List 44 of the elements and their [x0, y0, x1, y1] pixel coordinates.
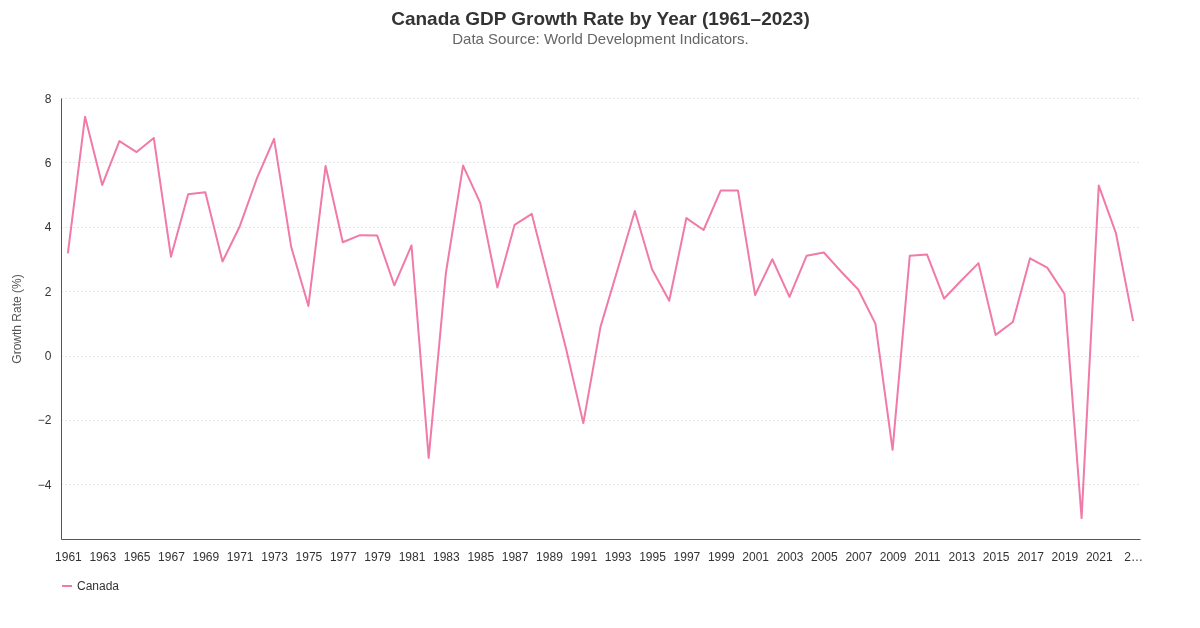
y-tick-label: 4: [44, 220, 52, 235]
x-tick-label: 1991: [570, 549, 598, 564]
line-series: [66, 115, 1135, 520]
x-tick-label: 2003: [776, 549, 804, 564]
chart-subtitle: Data Source: World Development Indicators.: [452, 30, 749, 47]
x-tick-label: 1965: [123, 549, 151, 564]
x-tick-label: 1999: [707, 549, 735, 564]
legend-label: Canada: [77, 579, 120, 593]
x-tick-label: 1969: [192, 549, 220, 564]
x-tick-label: 2…: [1124, 549, 1143, 564]
x-tick-label: 1985: [467, 549, 495, 564]
chart-title: Canada GDP Growth Rate by Year (1961–2023): [391, 8, 810, 29]
x-tick-label: 2009: [879, 549, 907, 564]
y-tick-label: 6: [44, 155, 52, 170]
y-axis-title: Growth Rate (%): [9, 274, 24, 364]
x-tick-label: 1997: [673, 549, 701, 564]
x-tick-label: 1979: [364, 549, 392, 564]
y-tick-label: 8: [44, 91, 52, 106]
x-tick-label: 1993: [604, 549, 632, 564]
x-tick-label: 1967: [158, 549, 186, 564]
x-tick-label: 2007: [845, 549, 873, 564]
x-tick-label: 2019: [1051, 549, 1079, 564]
x-tick-label: 2021: [1085, 549, 1113, 564]
x-tick-label: 2013: [948, 549, 976, 564]
y-tick-label: −4: [37, 477, 52, 492]
x-tick-label: 1989: [536, 549, 564, 564]
x-tick-label: 1981: [398, 549, 426, 564]
x-tick-label: 1983: [433, 549, 461, 564]
x-tick-label: 2015: [982, 549, 1010, 564]
y-tick-label: 0: [44, 349, 52, 364]
x-tick-label: 1995: [639, 549, 667, 564]
x-tick-label: 1961: [55, 549, 83, 564]
x-tick-label: 1975: [295, 549, 323, 564]
x-tick-label: 2001: [742, 549, 770, 564]
y-tick-label: −2: [37, 413, 52, 428]
x-tick-label: 2005: [811, 549, 839, 564]
x-tick-label: 1973: [261, 549, 289, 564]
x-tick-label: 1963: [89, 549, 117, 564]
x-tick-label: 1987: [501, 549, 529, 564]
x-tick-label: 1971: [226, 549, 254, 564]
x-tick-label: 1977: [329, 549, 357, 564]
y-tick-label: 2: [44, 284, 52, 299]
x-tick-label: 2011: [914, 549, 941, 564]
x-tick-label: 2017: [1017, 549, 1045, 564]
